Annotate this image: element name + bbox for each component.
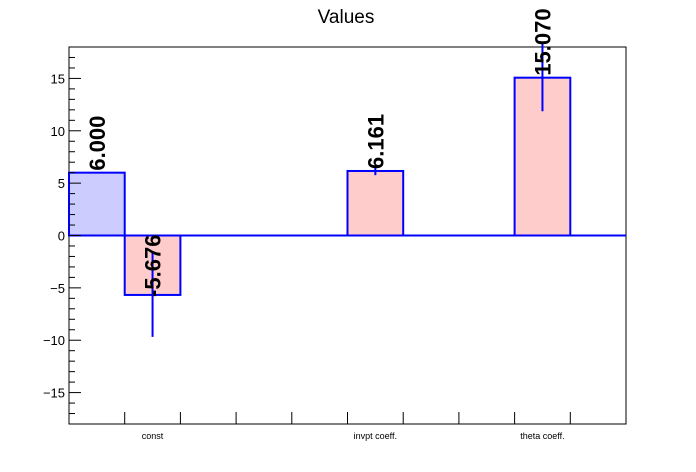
y-tick-label: 0 (58, 229, 65, 244)
value-label-3: 15.070 (530, 8, 555, 75)
plot-area: −15 −10 −5 0 5 10 15 const invpt coeff. theta coe… (43, 8, 627, 441)
bar-0 (68, 171, 126, 237)
y-tick-label: −5 (50, 281, 65, 296)
value-label-0: 6.000 (85, 116, 110, 171)
x-category-label: const (142, 431, 164, 441)
y-tick-label: −10 (43, 333, 65, 348)
y-tick-label: 10 (51, 124, 65, 139)
y-tick-label: −15 (43, 386, 65, 401)
bar-2 (346, 169, 405, 237)
value-label-1: -5.676 (141, 235, 166, 297)
value-label-2: 6.161 (363, 114, 388, 169)
x-category-label: theta coeff. (520, 431, 564, 441)
y-tick-label: 15 (51, 71, 65, 86)
y-tick-label: 5 (58, 176, 65, 191)
x-category-label: invpt coeff. (354, 431, 397, 441)
chart-title: Values (318, 7, 375, 28)
